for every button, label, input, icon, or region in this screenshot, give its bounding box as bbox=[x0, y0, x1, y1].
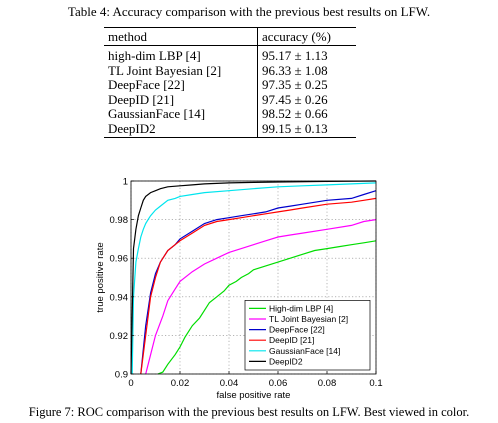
x-tick-label: 0.08 bbox=[318, 378, 337, 389]
y-tick-label: 0.94 bbox=[110, 292, 129, 303]
series-line bbox=[157, 240, 377, 375]
header-method: method bbox=[108, 29, 147, 44]
cell-method: DeepFace [22] bbox=[108, 77, 185, 93]
table-row: TL Joint Bayesian [2] 96.33 ± 1.08 bbox=[104, 62, 356, 79]
legend-label: GaussianFace [14] bbox=[269, 346, 340, 356]
legend-label: TL Joint Bayesian [2] bbox=[269, 314, 348, 324]
series-line bbox=[130, 180, 377, 375]
legend-label: DeepID2 bbox=[269, 356, 303, 366]
figure-caption: Figure 7: ROC comparison with the previo… bbox=[28, 405, 470, 419]
y-tick-label: 0.9 bbox=[115, 370, 128, 381]
table-row: GaussianFace [14] 98.52 ± 0.66 bbox=[104, 107, 356, 122]
cell-accuracy: 96.33 ± 1.08 bbox=[256, 63, 356, 79]
cell-method: high-dim LBP [4] bbox=[108, 48, 201, 63]
x-axis-label: false positive rate bbox=[217, 390, 291, 401]
table-row: DeepID [21] 97.45 ± 0.26 bbox=[104, 91, 356, 108]
cell-accuracy: 97.35 ± 0.25 bbox=[256, 78, 356, 93]
cell-method: GaussianFace [14] bbox=[108, 106, 206, 122]
cell-method: DeepID [21] bbox=[108, 91, 175, 107]
table-row: DeepFace [22] 97.35 ± 0.25 bbox=[104, 78, 356, 93]
x-tick-label: 0.04 bbox=[220, 378, 239, 389]
table-row: high-dim LBP [4] 95.17 ± 1.13 bbox=[104, 45, 356, 64]
series-line bbox=[145, 219, 377, 375]
legend-label: High-dim LBP [4] bbox=[269, 303, 333, 313]
y-axis-label: true positive rate bbox=[95, 242, 106, 312]
roc-chart: 0 0.02 0.04 0.06 0.08 0.1 0.9 0.92 0.94 0.96 0.98 1… bbox=[95, 177, 383, 402]
series-line bbox=[140, 197, 377, 375]
y-tick-label: 1 bbox=[123, 177, 128, 188]
cell-accuracy: 98.52 ± 0.66 bbox=[256, 107, 356, 122]
x-tick-label: 0.1 bbox=[369, 378, 382, 389]
x-tick-label: 0 bbox=[128, 378, 133, 389]
cell-accuracy: 95.17 ± 1.13 bbox=[256, 45, 356, 64]
cell-method: DeepID2 bbox=[108, 120, 156, 136]
results-table: method accuracy (%) high-dim LBP [4] 95.… bbox=[104, 27, 356, 138]
x-tick-label: 0.06 bbox=[269, 378, 288, 389]
axes-frame bbox=[130, 180, 377, 375]
x-tick-label: 0.02 bbox=[171, 378, 190, 389]
legend-box bbox=[244, 300, 371, 371]
cell-accuracy: 99.15 ± 0.13 bbox=[256, 121, 356, 138]
table-row: DeepID2 99.15 ± 0.13 bbox=[104, 120, 356, 138]
table-header-row: method accuracy (%) bbox=[104, 27, 356, 46]
legend-label: DeepID [21] bbox=[269, 335, 314, 345]
cell-accuracy: 97.45 ± 0.26 bbox=[256, 92, 356, 108]
series-line bbox=[131, 182, 377, 375]
legend-label: DeepFace [22] bbox=[269, 325, 325, 335]
table-caption: Table 4: Accuracy comparison with the pr… bbox=[67, 4, 431, 19]
cell-method: TL Joint Bayesian [2] bbox=[108, 62, 222, 78]
y-tick-label: 0.96 bbox=[110, 254, 129, 265]
y-tick-label: 0.92 bbox=[110, 331, 129, 342]
header-accuracy: accuracy (%) bbox=[256, 27, 356, 46]
y-tick-label: 0.98 bbox=[110, 215, 129, 226]
